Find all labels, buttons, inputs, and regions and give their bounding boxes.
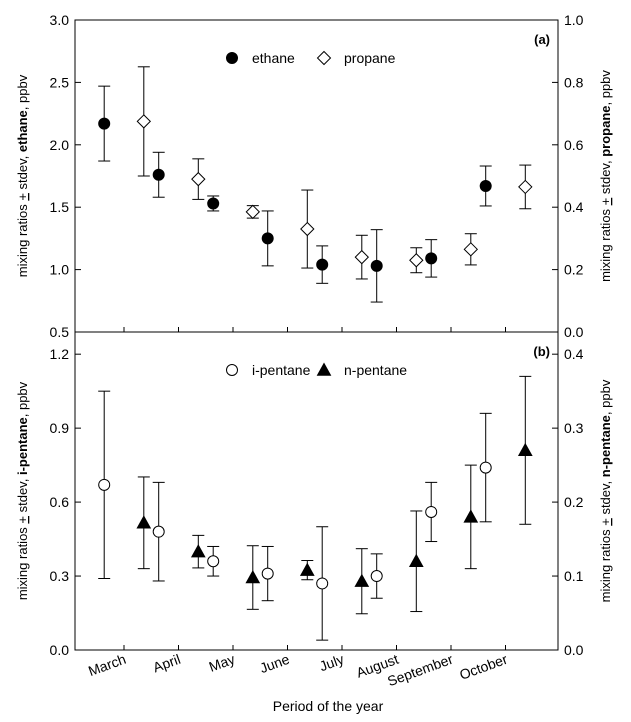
- left-tick-label: 0.5: [50, 324, 70, 340]
- ethane-point: [370, 259, 383, 272]
- right-tick-label: 0.1: [564, 568, 584, 584]
- left-tick-label: 0.6: [50, 494, 70, 510]
- propane-point: [191, 171, 206, 187]
- right-axis-title-part: n-pentane: [598, 415, 613, 477]
- right-tick-label: 1.0: [564, 12, 584, 28]
- category-tick-label: April: [151, 651, 183, 676]
- panel-label: (a): [534, 32, 550, 47]
- category-tick-label: March: [86, 651, 128, 679]
- legend-marker: [316, 362, 332, 376]
- left-tick-label: 0.3: [50, 568, 70, 584]
- ethane-point: [152, 168, 165, 181]
- right-tick-label: 0.4: [564, 346, 584, 362]
- left-tick-label: 2.0: [50, 137, 70, 153]
- right-tick-label: 0.0: [564, 324, 584, 340]
- ethane-point: [479, 179, 492, 192]
- category-tick-label: July: [317, 651, 346, 675]
- left-axis-title: mixing ratios + stdev, ethane, ppbv: [15, 74, 30, 277]
- propane-point: [245, 204, 261, 220]
- n-pentane-point: [463, 509, 479, 523]
- propane-point: [518, 179, 533, 195]
- right-tick-label: 0.3: [564, 420, 584, 436]
- left-axis-title: mixing ratios + stdev, i-pentane, ppbv: [15, 381, 30, 600]
- n-pentane-point: [136, 515, 152, 529]
- i-pentane-point: [207, 555, 220, 568]
- n-pentane-point: [299, 562, 315, 576]
- right-tick-label: 0.2: [564, 262, 584, 278]
- n-pentane-point: [354, 573, 370, 587]
- left-tick-label: 3.0: [50, 12, 70, 28]
- propane-point: [136, 114, 152, 129]
- n-pentane-point: [408, 553, 424, 567]
- legend-marker: [316, 50, 332, 66]
- ethane-point: [98, 117, 111, 130]
- legend-label: n-pentane: [344, 362, 407, 378]
- panel-frame-2: [74, 331, 559, 651]
- n-pentane-point: [190, 544, 206, 558]
- n-pentane-point: [245, 569, 261, 584]
- right-axis-title-part: , ppbv: [598, 70, 613, 106]
- right-tick-label: 0.0: [564, 642, 584, 658]
- right-axis-title: mixing ratios + stdev, n-pentane, ppbv: [598, 379, 613, 602]
- left-tick-label: 2.5: [50, 74, 70, 90]
- category-tick-label: May: [207, 651, 237, 675]
- category-tick-label: October: [457, 651, 510, 683]
- ethane-point: [207, 197, 220, 210]
- right-axis-title-part: , ppbv: [598, 379, 613, 415]
- propane-point: [463, 242, 479, 257]
- propane-point: [354, 249, 370, 265]
- legend-marker: [226, 364, 238, 376]
- left-tick-label: 1.2: [50, 346, 70, 362]
- right-axis-title-part: propane: [598, 106, 613, 157]
- i-pentane-point: [152, 525, 165, 538]
- ethane-point: [261, 232, 274, 245]
- ethane-point: [316, 258, 329, 271]
- panel-label: (b): [533, 344, 550, 359]
- left-axis-title-part: stdev,: [15, 475, 30, 516]
- right-axis-title-part: mixing ratios: [598, 205, 613, 282]
- left-axis-title-part: +: [15, 193, 30, 201]
- left-tick-label: 1.5: [50, 199, 70, 215]
- i-pentane-point: [479, 461, 492, 474]
- x-axis-title: Period of the year: [273, 698, 384, 714]
- left-tick-label: 1.0: [50, 262, 70, 278]
- category-tick-label: June: [258, 651, 292, 676]
- legend-label: propane: [344, 50, 396, 66]
- left-axis-title-part: ethane: [15, 110, 30, 152]
- left-axis-title-part: mixing ratios: [15, 201, 30, 278]
- n-pentane-point: [517, 442, 533, 457]
- legend-marker: [226, 52, 238, 64]
- right-tick-label: 0.4: [564, 199, 584, 215]
- right-axis-title-part: stdev,: [598, 477, 613, 518]
- left-axis-title-part: stdev,: [15, 152, 30, 193]
- left-axis-title-part: i-pentane: [15, 417, 30, 475]
- left-tick-label: 0.0: [50, 642, 70, 658]
- right-axis-title: mixing ratios + stdev, propane, ppbv: [598, 70, 613, 282]
- legend-label: i-pentane: [252, 362, 311, 378]
- propane-point: [300, 221, 315, 237]
- left-axis-title-part: +: [15, 516, 30, 524]
- propane-point: [409, 253, 424, 268]
- i-pentane-point: [316, 577, 329, 590]
- right-tick-label: 0.2: [564, 494, 584, 510]
- left-axis-title-part: , ppbv: [15, 381, 30, 417]
- right-tick-label: 0.6: [564, 137, 584, 153]
- left-axis-title-part: , ppbv: [15, 74, 30, 110]
- right-axis-title-part: stdev,: [598, 157, 613, 198]
- left-tick-label: 0.9: [50, 420, 70, 436]
- i-pentane-point: [98, 478, 111, 491]
- right-axis-title-part: +: [598, 518, 613, 526]
- right-axis-title-part: mixing ratios: [598, 526, 613, 603]
- ethane-point: [425, 252, 438, 265]
- right-tick-label: 0.8: [564, 74, 584, 90]
- legend-label: ethane: [252, 50, 295, 66]
- left-axis-title-part: mixing ratios: [15, 524, 30, 601]
- i-pentane-point: [261, 567, 274, 580]
- right-axis-title-part: +: [598, 198, 613, 206]
- i-pentane-point: [370, 570, 383, 583]
- i-pentane-point: [425, 505, 438, 518]
